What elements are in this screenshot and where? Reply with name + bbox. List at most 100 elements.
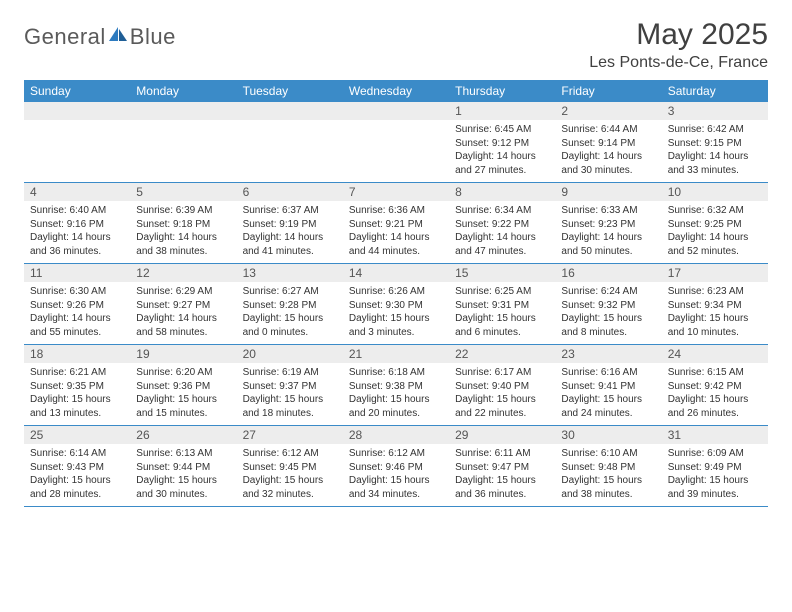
sunset-line: Sunset: 9:19 PM <box>243 218 337 232</box>
day-info: Sunrise: 6:13 AMSunset: 9:44 PMDaylight:… <box>130 444 236 505</box>
day-info: Sunrise: 6:45 AMSunset: 9:12 PMDaylight:… <box>449 120 555 181</box>
day-number: 28 <box>343 426 449 444</box>
sunrise-line: Sunrise: 6:12 AM <box>243 447 337 461</box>
daylight-line-1: Daylight: 15 hours <box>30 474 124 488</box>
sunset-line: Sunset: 9:21 PM <box>349 218 443 232</box>
daylight-line-2: and 32 minutes. <box>243 488 337 502</box>
daylight-line-2: and 18 minutes. <box>243 407 337 421</box>
day-info: Sunrise: 6:42 AMSunset: 9:15 PMDaylight:… <box>662 120 768 181</box>
daylight-line-2: and 58 minutes. <box>136 326 230 340</box>
day-number: 5 <box>130 183 236 201</box>
daylight-line-2: and 26 minutes. <box>668 407 762 421</box>
brand-part1: General <box>24 24 106 50</box>
sunrise-line: Sunrise: 6:09 AM <box>668 447 762 461</box>
day-number: 10 <box>662 183 768 201</box>
weekday-header: Saturday <box>662 80 768 102</box>
day-number: 3 <box>662 102 768 120</box>
sunrise-line: Sunrise: 6:42 AM <box>668 123 762 137</box>
day-number: 14 <box>343 264 449 282</box>
day-info: Sunrise: 6:33 AMSunset: 9:23 PMDaylight:… <box>555 201 661 262</box>
sunset-line: Sunset: 9:48 PM <box>561 461 655 475</box>
daylight-line-1: Daylight: 15 hours <box>561 393 655 407</box>
sunset-line: Sunset: 9:38 PM <box>349 380 443 394</box>
sunset-line: Sunset: 9:32 PM <box>561 299 655 313</box>
sunrise-line: Sunrise: 6:44 AM <box>561 123 655 137</box>
day-number: 23 <box>555 345 661 363</box>
daylight-line-2: and 33 minutes. <box>668 164 762 178</box>
calendar-grid: SundayMondayTuesdayWednesdayThursdayFrid… <box>24 80 768 507</box>
day-cell: 6Sunrise: 6:37 AMSunset: 9:19 PMDaylight… <box>237 183 343 263</box>
day-cell: 25Sunrise: 6:14 AMSunset: 9:43 PMDayligh… <box>24 426 130 506</box>
day-info: Sunrise: 6:23 AMSunset: 9:34 PMDaylight:… <box>662 282 768 343</box>
day-info: Sunrise: 6:17 AMSunset: 9:40 PMDaylight:… <box>449 363 555 424</box>
day-number: 17 <box>662 264 768 282</box>
day-info: Sunrise: 6:19 AMSunset: 9:37 PMDaylight:… <box>237 363 343 424</box>
day-number <box>237 102 343 120</box>
sunset-line: Sunset: 9:49 PM <box>668 461 762 475</box>
day-info: Sunrise: 6:36 AMSunset: 9:21 PMDaylight:… <box>343 201 449 262</box>
sunset-line: Sunset: 9:26 PM <box>30 299 124 313</box>
day-number: 20 <box>237 345 343 363</box>
day-cell: 1Sunrise: 6:45 AMSunset: 9:12 PMDaylight… <box>449 102 555 182</box>
sunset-line: Sunset: 9:43 PM <box>30 461 124 475</box>
daylight-line-2: and 38 minutes. <box>136 245 230 259</box>
sunrise-line: Sunrise: 6:32 AM <box>668 204 762 218</box>
weekday-header: Wednesday <box>343 80 449 102</box>
weeks-container: 1Sunrise: 6:45 AMSunset: 9:12 PMDaylight… <box>24 102 768 507</box>
day-info: Sunrise: 6:09 AMSunset: 9:49 PMDaylight:… <box>662 444 768 505</box>
daylight-line-2: and 36 minutes. <box>455 488 549 502</box>
daylight-line-2: and 41 minutes. <box>243 245 337 259</box>
daylight-line-1: Daylight: 15 hours <box>136 474 230 488</box>
daylight-line-2: and 6 minutes. <box>455 326 549 340</box>
sunrise-line: Sunrise: 6:26 AM <box>349 285 443 299</box>
day-cell: 14Sunrise: 6:26 AMSunset: 9:30 PMDayligh… <box>343 264 449 344</box>
sunset-line: Sunset: 9:31 PM <box>455 299 549 313</box>
daylight-line-1: Daylight: 15 hours <box>349 312 443 326</box>
day-cell: 10Sunrise: 6:32 AMSunset: 9:25 PMDayligh… <box>662 183 768 263</box>
day-number: 2 <box>555 102 661 120</box>
sunset-line: Sunset: 9:40 PM <box>455 380 549 394</box>
day-number: 11 <box>24 264 130 282</box>
day-cell: 29Sunrise: 6:11 AMSunset: 9:47 PMDayligh… <box>449 426 555 506</box>
day-info: Sunrise: 6:32 AMSunset: 9:25 PMDaylight:… <box>662 201 768 262</box>
daylight-line-2: and 20 minutes. <box>349 407 443 421</box>
day-cell: 27Sunrise: 6:12 AMSunset: 9:45 PMDayligh… <box>237 426 343 506</box>
daylight-line-1: Daylight: 15 hours <box>243 474 337 488</box>
sunrise-line: Sunrise: 6:15 AM <box>668 366 762 380</box>
day-cell: 5Sunrise: 6:39 AMSunset: 9:18 PMDaylight… <box>130 183 236 263</box>
day-info: Sunrise: 6:16 AMSunset: 9:41 PMDaylight:… <box>555 363 661 424</box>
day-cell: 2Sunrise: 6:44 AMSunset: 9:14 PMDaylight… <box>555 102 661 182</box>
daylight-line-1: Daylight: 15 hours <box>668 312 762 326</box>
day-number: 22 <box>449 345 555 363</box>
day-number: 1 <box>449 102 555 120</box>
daylight-line-2: and 36 minutes. <box>30 245 124 259</box>
brand-logo: General Blue <box>24 24 176 50</box>
sunset-line: Sunset: 9:37 PM <box>243 380 337 394</box>
sunset-line: Sunset: 9:15 PM <box>668 137 762 151</box>
sunrise-line: Sunrise: 6:24 AM <box>561 285 655 299</box>
day-cell: 3Sunrise: 6:42 AMSunset: 9:15 PMDaylight… <box>662 102 768 182</box>
day-cell: 17Sunrise: 6:23 AMSunset: 9:34 PMDayligh… <box>662 264 768 344</box>
sunset-line: Sunset: 9:44 PM <box>136 461 230 475</box>
day-number: 7 <box>343 183 449 201</box>
sunset-line: Sunset: 9:35 PM <box>30 380 124 394</box>
daylight-line-2: and 0 minutes. <box>243 326 337 340</box>
daylight-line-1: Daylight: 14 hours <box>561 231 655 245</box>
day-cell: 21Sunrise: 6:18 AMSunset: 9:38 PMDayligh… <box>343 345 449 425</box>
sunrise-line: Sunrise: 6:45 AM <box>455 123 549 137</box>
sunrise-line: Sunrise: 6:12 AM <box>349 447 443 461</box>
sunrise-line: Sunrise: 6:20 AM <box>136 366 230 380</box>
daylight-line-1: Daylight: 15 hours <box>243 393 337 407</box>
sunrise-line: Sunrise: 6:36 AM <box>349 204 443 218</box>
day-number: 8 <box>449 183 555 201</box>
day-info: Sunrise: 6:15 AMSunset: 9:42 PMDaylight:… <box>662 363 768 424</box>
day-info: Sunrise: 6:26 AMSunset: 9:30 PMDaylight:… <box>343 282 449 343</box>
day-cell: 4Sunrise: 6:40 AMSunset: 9:16 PMDaylight… <box>24 183 130 263</box>
day-info: Sunrise: 6:30 AMSunset: 9:26 PMDaylight:… <box>24 282 130 343</box>
day-info: Sunrise: 6:11 AMSunset: 9:47 PMDaylight:… <box>449 444 555 505</box>
weekday-header: Tuesday <box>237 80 343 102</box>
sunset-line: Sunset: 9:30 PM <box>349 299 443 313</box>
day-number: 29 <box>449 426 555 444</box>
day-info: Sunrise: 6:14 AMSunset: 9:43 PMDaylight:… <box>24 444 130 505</box>
week-row: 1Sunrise: 6:45 AMSunset: 9:12 PMDaylight… <box>24 102 768 183</box>
